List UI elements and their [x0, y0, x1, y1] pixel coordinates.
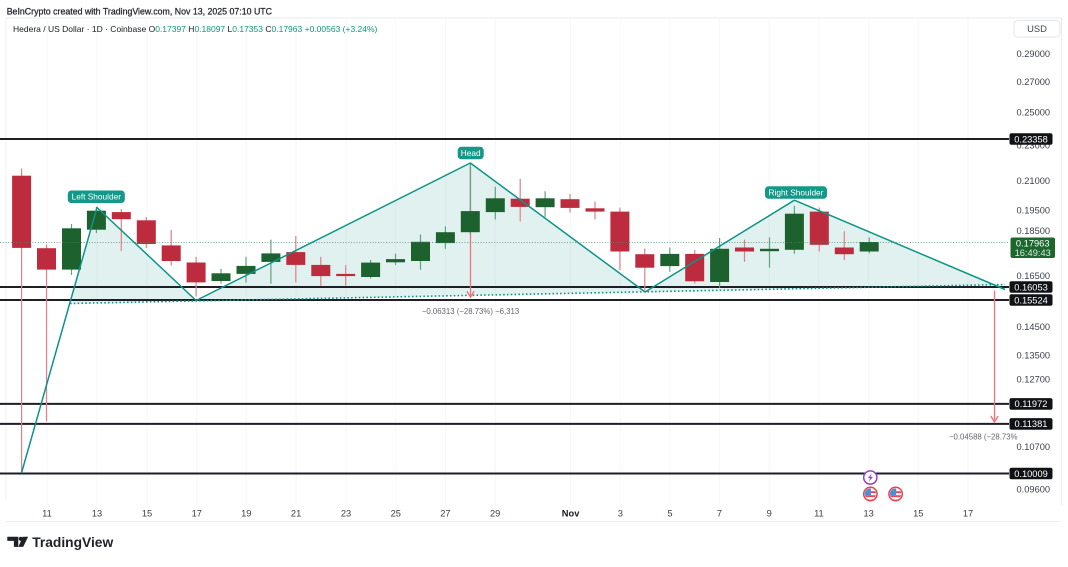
svg-text:13: 13 [864, 509, 874, 519]
svg-text:27: 27 [440, 509, 450, 519]
svg-text:11: 11 [814, 509, 824, 519]
svg-text:3: 3 [618, 509, 623, 519]
svg-text:0.14500: 0.14500 [1017, 322, 1051, 332]
svg-text:0.19500: 0.19500 [1017, 205, 1051, 215]
svg-text:−0.06313 (−28.73%) −6,313: −0.06313 (−28.73%) −6,313 [422, 307, 519, 316]
svg-text:0.11381: 0.11381 [1015, 419, 1048, 429]
svg-text:11: 11 [42, 509, 52, 519]
svg-text:0.23358: 0.23358 [1014, 134, 1048, 144]
svg-text:21: 21 [291, 509, 301, 519]
svg-text:Right Shoulder: Right Shoulder [769, 188, 824, 198]
svg-text:Nov: Nov [562, 509, 580, 519]
svg-text:15: 15 [913, 509, 923, 519]
svg-text:9: 9 [767, 509, 772, 519]
svg-text:0.13500: 0.13500 [1017, 350, 1051, 360]
svg-text:15: 15 [142, 509, 152, 519]
svg-text:TradingView: TradingView [32, 535, 113, 550]
svg-text:7: 7 [717, 509, 722, 519]
svg-text:0.09600: 0.09600 [1017, 485, 1051, 495]
svg-text:0.12700: 0.12700 [1017, 374, 1051, 384]
svg-text:17: 17 [963, 509, 973, 519]
svg-text:Head: Head [461, 148, 481, 158]
svg-text:0.29000: 0.29000 [1017, 49, 1051, 59]
svg-text:0.15524: 0.15524 [1014, 295, 1048, 305]
svg-text:16:49:43: 16:49:43 [1015, 248, 1051, 258]
svg-text:0.25000: 0.25000 [1017, 108, 1051, 118]
svg-text:0.11972: 0.11972 [1015, 399, 1048, 409]
svg-text:23: 23 [341, 509, 351, 519]
svg-text:0.10700: 0.10700 [1017, 442, 1051, 452]
svg-text:Hedera / US Dollar · 1D · Coin: Hedera / US Dollar · 1D · Coinbase O0.17… [13, 24, 378, 34]
svg-text:19: 19 [241, 509, 251, 519]
svg-text:29: 29 [490, 509, 500, 519]
svg-text:5: 5 [667, 509, 672, 519]
svg-text:−0.04588 (−28.73%: −0.04588 (−28.73% [949, 433, 1018, 442]
svg-text:13: 13 [92, 509, 102, 519]
svg-text:25: 25 [391, 509, 401, 519]
svg-text:USD: USD [1027, 23, 1047, 34]
svg-text:0.18500: 0.18500 [1017, 226, 1051, 236]
svg-text:0.27000: 0.27000 [1017, 77, 1051, 87]
svg-text:0.16500: 0.16500 [1017, 271, 1051, 281]
svg-text:0.16053: 0.16053 [1014, 282, 1048, 292]
svg-text:BeInCrypto created with Tradin: BeInCrypto created with TradingView.com,… [7, 7, 273, 17]
svg-text:0.10009: 0.10009 [1014, 469, 1048, 479]
svg-text:Left Shoulder: Left Shoulder [72, 192, 122, 202]
svg-text:0.17963: 0.17963 [1016, 238, 1050, 248]
svg-text:0.21000: 0.21000 [1017, 176, 1051, 186]
svg-text:17: 17 [192, 509, 202, 519]
svg-text:0.23000: 0.23000 [1017, 140, 1051, 150]
